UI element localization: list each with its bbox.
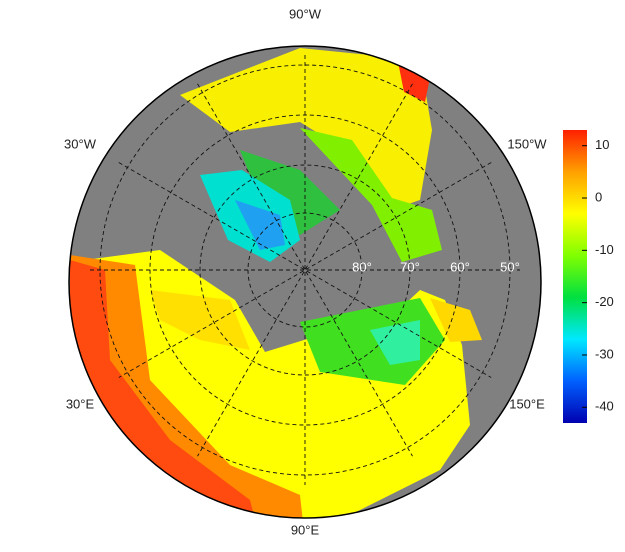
graticule <box>90 55 520 485</box>
canada-green <box>300 128 442 262</box>
lat-label: 70° <box>400 259 420 274</box>
colorbar-tick-label: -30 <box>595 346 614 361</box>
meridian <box>197 83 413 457</box>
archipelago <box>240 150 340 235</box>
meridian <box>197 83 413 457</box>
meridian <box>118 162 492 378</box>
lat-circle <box>199 164 411 376</box>
siberia-green <box>300 298 445 385</box>
lat-label: 50° <box>500 259 520 274</box>
colorbar-tick-label: -20 <box>595 294 614 309</box>
colorbar-tick-label: 0 <box>595 189 602 204</box>
colorbar-tick-label: 10 <box>595 137 609 152</box>
lon-label: 150°E <box>509 396 545 411</box>
colorbar <box>563 130 587 423</box>
lon-label: 30°E <box>66 396 95 411</box>
meridian <box>118 162 492 378</box>
colorbar-tick-label: -40 <box>595 399 614 414</box>
lat-label: 80° <box>352 259 372 274</box>
map-border <box>68 45 542 519</box>
field <box>70 48 482 518</box>
greenland-core <box>235 200 285 250</box>
lat-label: 60° <box>450 259 470 274</box>
lon-label: 150°W <box>507 136 547 151</box>
siberia-cyan <box>370 320 420 365</box>
lon-label: 90°W <box>289 6 322 21</box>
colorbar-tick-label: -10 <box>595 242 614 257</box>
scandinavia <box>150 290 250 350</box>
far-east <box>430 298 482 342</box>
lon-label: 90°E <box>291 522 320 537</box>
lon-label: 30°W <box>64 136 97 151</box>
